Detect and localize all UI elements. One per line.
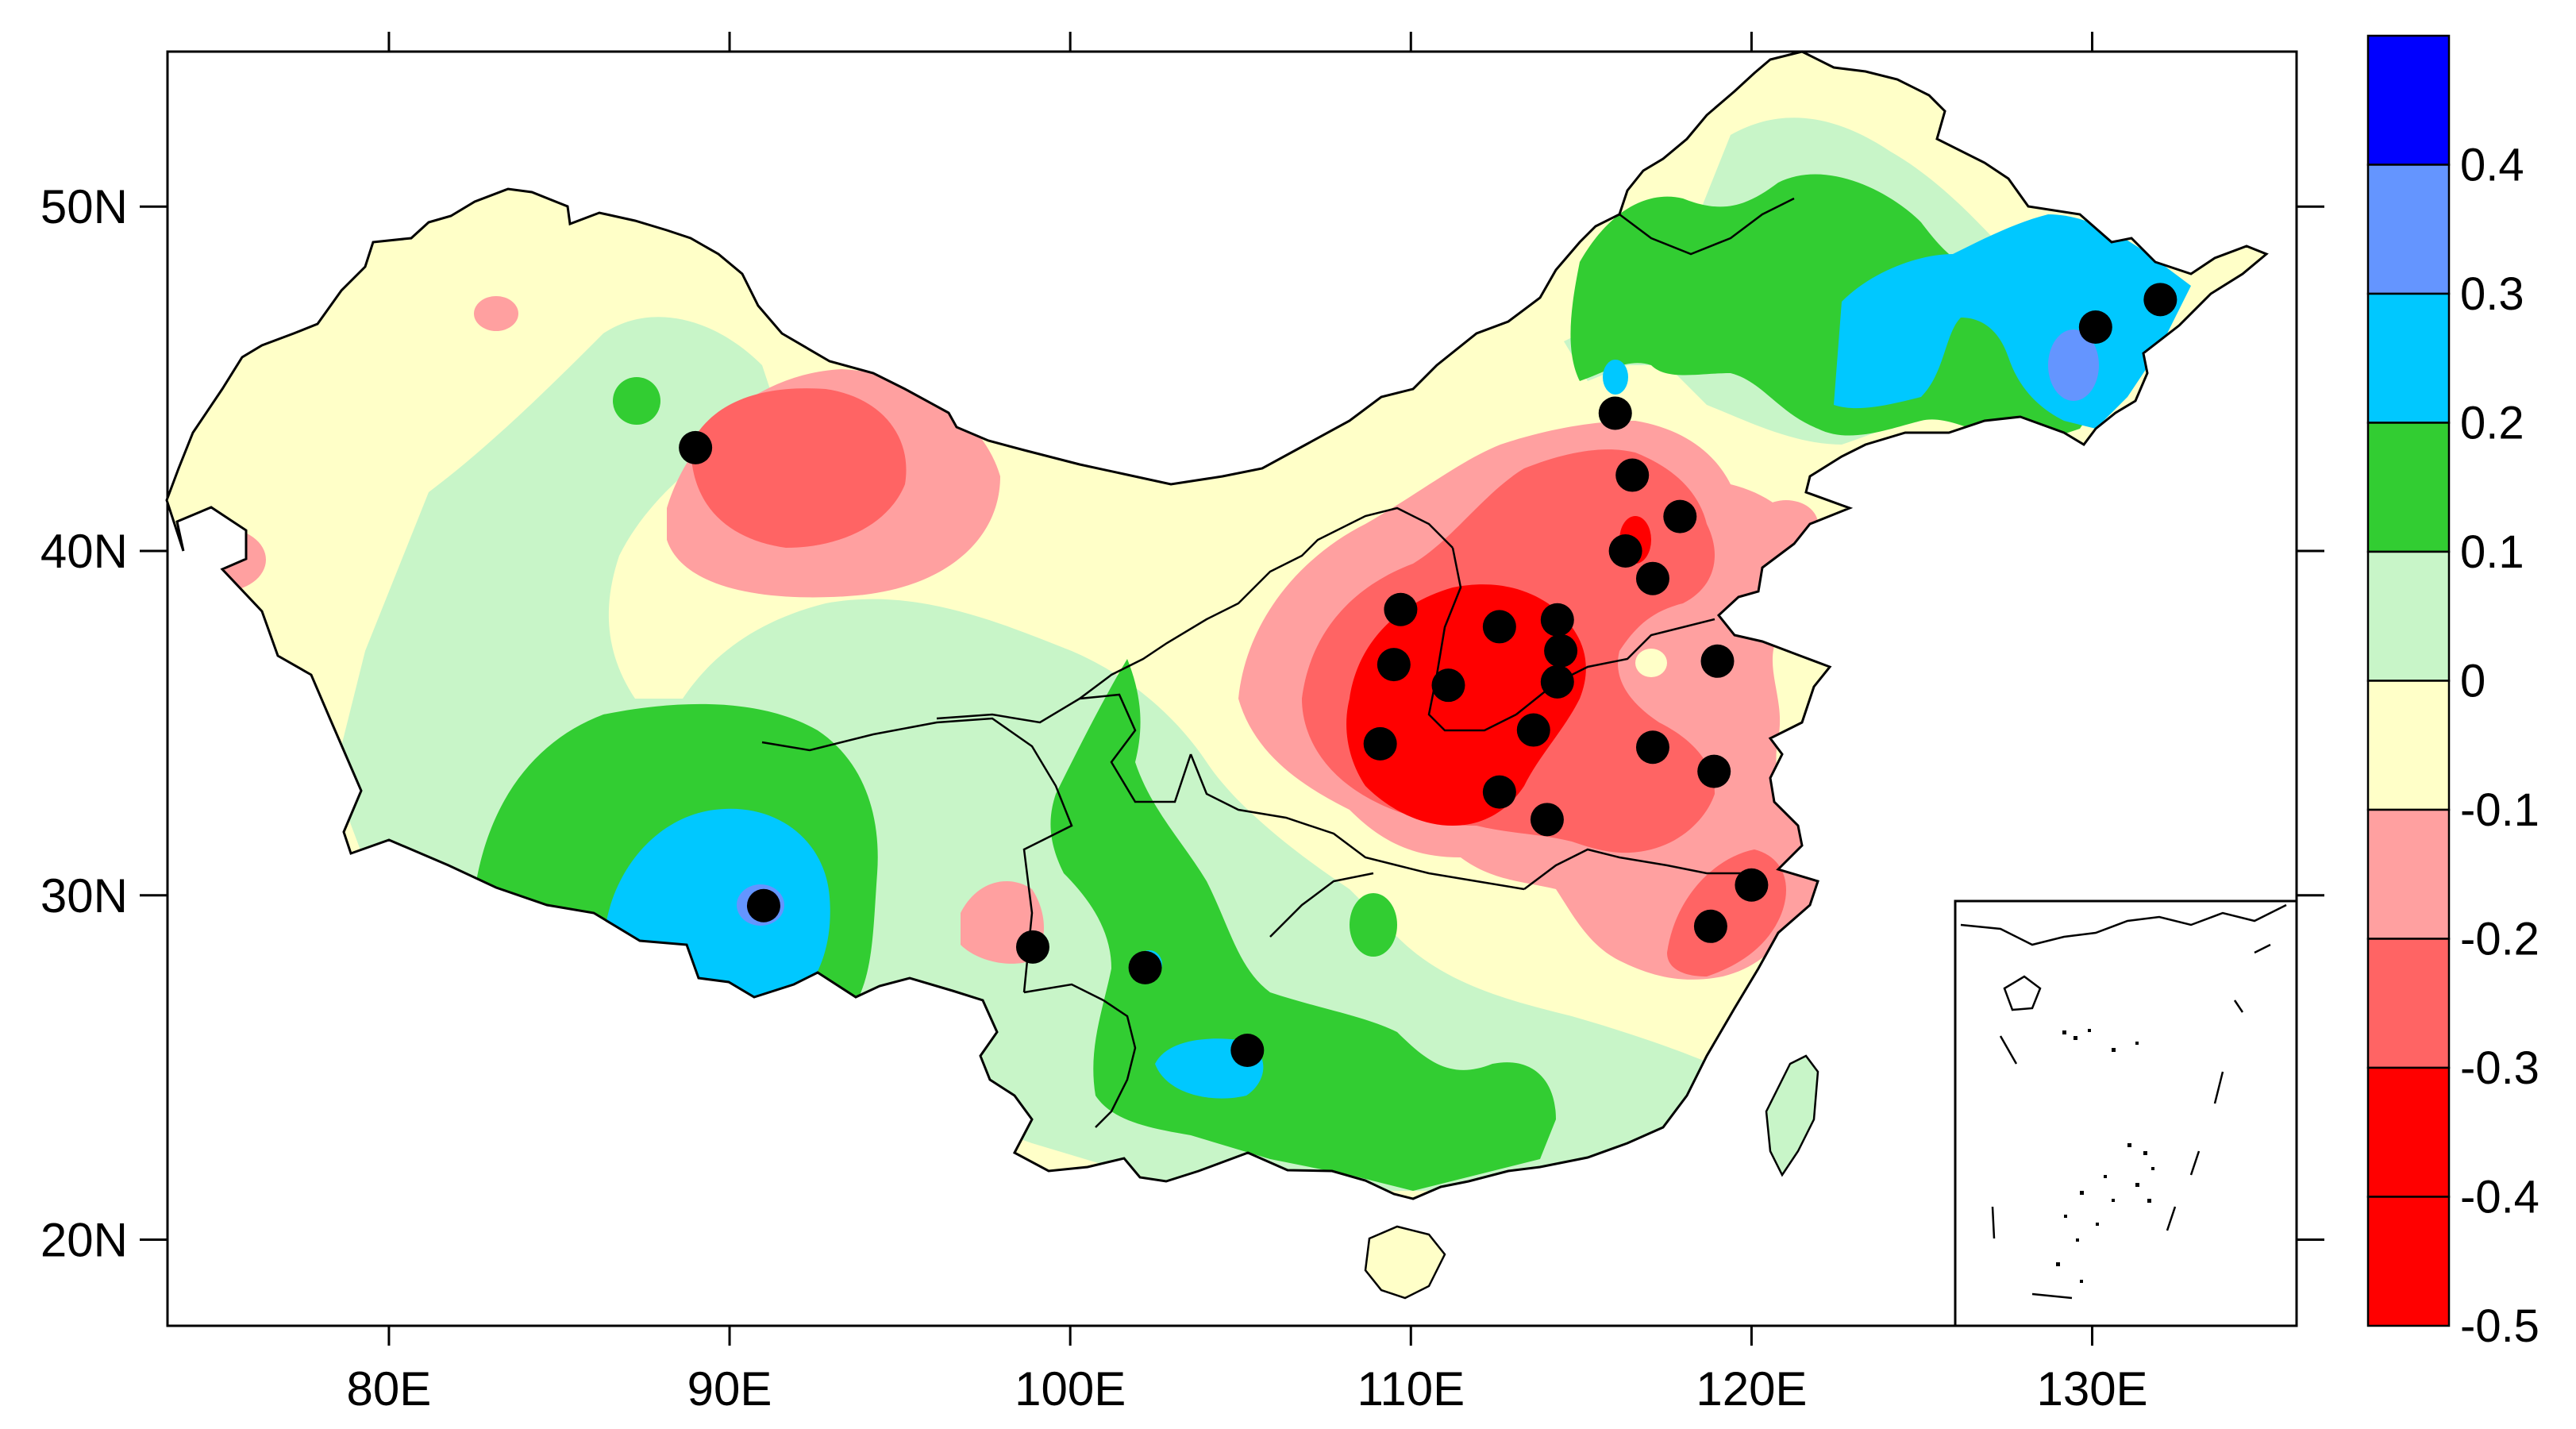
station-marker	[1230, 1033, 1265, 1067]
lat-tick-label: 40N	[40, 525, 128, 578]
station-markers	[679, 283, 2177, 1067]
station-marker	[1663, 499, 1697, 533]
colorbar-segment	[2366, 34, 2451, 166]
boundary-tibet-qinghai	[761, 717, 1073, 993]
station-marker	[1697, 754, 1731, 788]
station-marker	[1363, 726, 1397, 761]
country-outline	[165, 50, 2269, 1200]
station-marker	[1700, 644, 1735, 678]
colorbar-label: 0.4	[2460, 140, 2524, 191]
boundary-guizhou	[1269, 872, 1374, 938]
axes: 80E 90E 100E 110E 120E 130E 50N 40N 30N 20N	[40, 32, 2324, 1416]
cyan-region-northeast	[1834, 214, 2191, 429]
station-marker	[1540, 603, 1574, 637]
colorbar-label: -0.5	[2460, 1300, 2539, 1352]
colorbar-label: 0.1	[2460, 526, 2524, 578]
colorbar-segment	[2366, 164, 2451, 295]
colorbar-label: -0.4	[2460, 1172, 2539, 1223]
inset-islands	[2056, 1029, 2154, 1283]
station-marker	[746, 888, 780, 922]
inset-coastline	[1960, 903, 2287, 946]
station-marker	[1608, 533, 1642, 568]
lon-tick-label: 100E	[1015, 1362, 1126, 1416]
station-marker	[679, 430, 713, 464]
colorbar-segment	[2366, 1196, 2451, 1327]
colorbar-segment	[2366, 680, 2451, 811]
boundary-gansu-north	[1079, 507, 1454, 699]
colorbar: 0.4 0.3 0.2 0.1 0 -0.1 -0.2 -0.3 -0.4 -0.5	[2366, 34, 2539, 1352]
inset-frame	[1954, 899, 2298, 1327]
station-marker	[1635, 561, 1669, 595]
island-hainan	[1364, 1225, 1446, 1300]
island-taiwan	[1765, 1054, 1819, 1177]
station-marker	[1516, 713, 1550, 747]
lon-tick-label: 90E	[687, 1362, 772, 1416]
inset-south-china-sea	[1954, 899, 2298, 1327]
cyan-spot-north	[1603, 360, 1628, 395]
boundary-yunnan	[1023, 983, 1137, 1128]
colorbar-label: -0.2	[2460, 914, 2539, 965]
colorbar-label: 0.3	[2460, 268, 2524, 320]
colorbar-segment	[2366, 422, 2451, 553]
inset-hainan	[2003, 975, 2042, 1011]
lightblue-spot-northeast	[2048, 329, 2099, 401]
station-marker	[1384, 592, 1418, 626]
station-marker	[2078, 310, 2112, 345]
colorbar-segment	[2366, 292, 2451, 424]
station-marker	[2143, 283, 2177, 317]
station-marker	[1735, 868, 1769, 902]
station-marker	[1431, 668, 1465, 703]
station-marker	[1128, 950, 1162, 984]
lon-tick-label: 130E	[2036, 1362, 2147, 1416]
lat-tick-label: 30N	[40, 869, 128, 922]
province-boundaries	[761, 197, 1795, 1128]
station-marker	[1635, 730, 1669, 765]
station-marker	[1377, 648, 1411, 682]
boundary-east	[1523, 848, 1746, 890]
station-marker	[1482, 775, 1516, 809]
colorbar-segment	[2366, 938, 2451, 1069]
station-marker	[1540, 664, 1574, 699]
lat-tick-label: 20N	[40, 1214, 128, 1267]
boundary-qinghai-gansu	[936, 693, 1192, 803]
colorbar-segment	[2366, 1066, 2451, 1198]
red-region-central	[1346, 584, 1586, 826]
inset-dashes	[1991, 943, 2271, 1300]
lat-tick-label: 50N	[40, 180, 128, 233]
lon-tick-label: 80E	[347, 1362, 432, 1416]
lon-tick-label: 110E	[1357, 1362, 1465, 1416]
pink-spot-northwest	[474, 296, 518, 331]
station-marker	[1482, 610, 1516, 644]
colorbar-label: -0.3	[2460, 1042, 2539, 1094]
lon-tick-label: 120E	[1696, 1362, 1807, 1416]
station-marker	[1015, 930, 1049, 964]
boundary-sichuan-chongqing	[1189, 753, 1525, 891]
colorbar-segment	[2366, 550, 2451, 682]
boundary-shaanxi-shanxi	[1427, 547, 1517, 732]
green-spot-south	[1350, 893, 1397, 957]
colorbar-segment	[2366, 808, 2451, 940]
station-marker	[1544, 634, 1578, 668]
salmon-region-xinjiang	[691, 388, 907, 548]
station-marker	[1615, 458, 1650, 492]
colorbar-label: 0.2	[2460, 398, 2524, 449]
station-marker	[1693, 909, 1727, 943]
station-marker	[1598, 396, 1632, 430]
colorbar-label: -0.1	[2460, 784, 2539, 836]
colorbar-label: 0	[2460, 656, 2486, 707]
green-spot-west	[613, 377, 660, 425]
yellow-spot-central	[1635, 649, 1667, 677]
boundary-northeast	[1619, 197, 1795, 256]
station-marker	[1530, 803, 1564, 837]
